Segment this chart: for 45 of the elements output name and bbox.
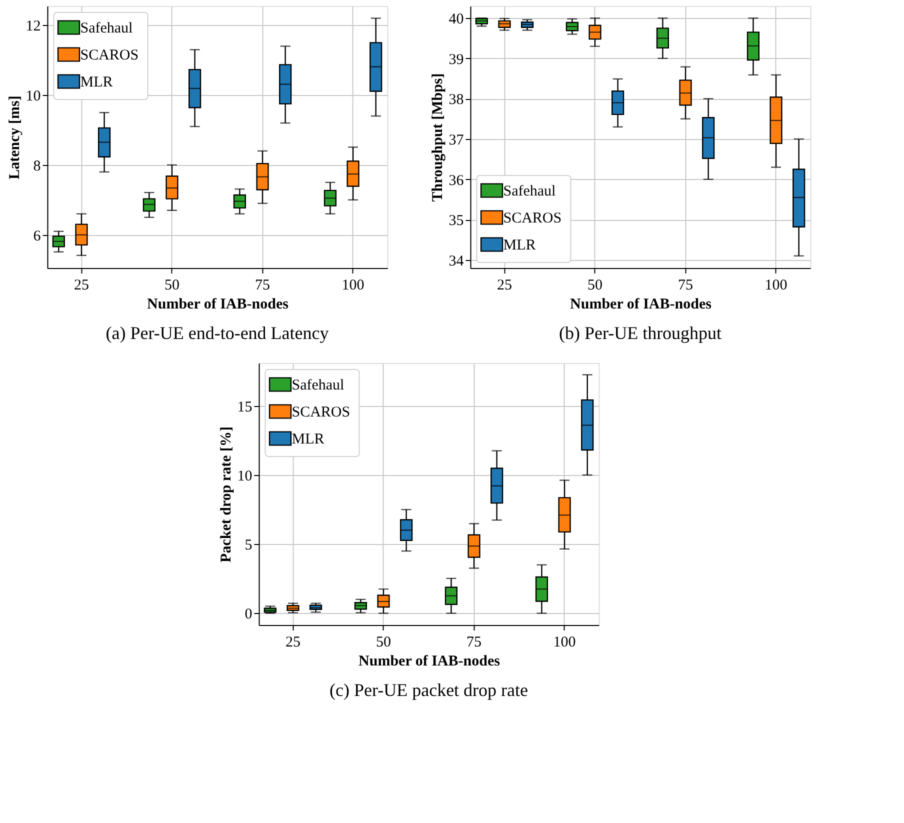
x-tick-label: 75 [678,278,694,294]
y-tick-label: 35 [448,213,464,230]
legend-label: SCAROS [292,404,350,420]
y-tick-label: 38 [448,92,464,108]
x-tick-label: 50 [587,278,602,294]
text: (a) Per-UE end-to-end Latency [106,323,329,343]
x-axis-title: Number of IAB-nodes [358,654,500,670]
legend-label: MLR [503,238,536,254]
text: (b) Per-UE throughput [558,323,722,343]
x-tick-label: 50 [164,278,180,294]
y-tick-label: 37 [448,132,464,149]
x-tick-label: 100 [764,278,788,294]
y-tick-label: 12 [26,18,41,35]
legend-label: SCAROS [80,48,139,64]
y-axis-title: Packet drop rate [%] [218,426,234,562]
x-tick-label: 50 [376,634,391,650]
y-axis-title: Throughput [Mbps] [430,73,446,202]
y-tick-label: 15 [237,399,252,416]
y-tick-label: 39 [448,52,464,68]
legend-label: MLR [80,74,113,90]
x-tick-label: 25 [496,278,512,294]
legend-label: MLR [292,432,324,448]
x-tick-label: 75 [466,634,482,650]
y-tick-label: 10 [237,468,252,484]
y-tick-label: 6 [33,228,42,244]
x-axis-title: Number of IAB-nodes [570,296,712,312]
y-tick-label: 34 [448,253,464,270]
x-tick-label: 100 [342,278,364,294]
x-tick-label: 75 [255,278,270,294]
x-tick-label: 25 [74,278,89,294]
y-tick-label: 5 [244,538,252,554]
x-tick-label: 25 [285,634,300,650]
x-axis-title: Number of IAB-nodes [147,296,289,312]
legend-label: Safehaul [503,184,556,200]
legend-label: SCAROS [503,210,562,226]
y-tick-label: 0 [244,606,252,623]
legend-label: Safehaul [292,378,344,394]
x-tick-label: 100 [553,634,576,650]
y-tick-label: 36 [448,172,464,189]
y-tick-label: 8 [33,158,41,174]
y-tick-label: 40 [448,12,464,28]
text: (c) Per-UE packet drop rate [329,680,528,700]
y-axis-title: Latency [ms] [6,96,23,180]
legend-label: Safehaul [80,20,133,36]
y-tick-label: 10 [26,88,41,105]
